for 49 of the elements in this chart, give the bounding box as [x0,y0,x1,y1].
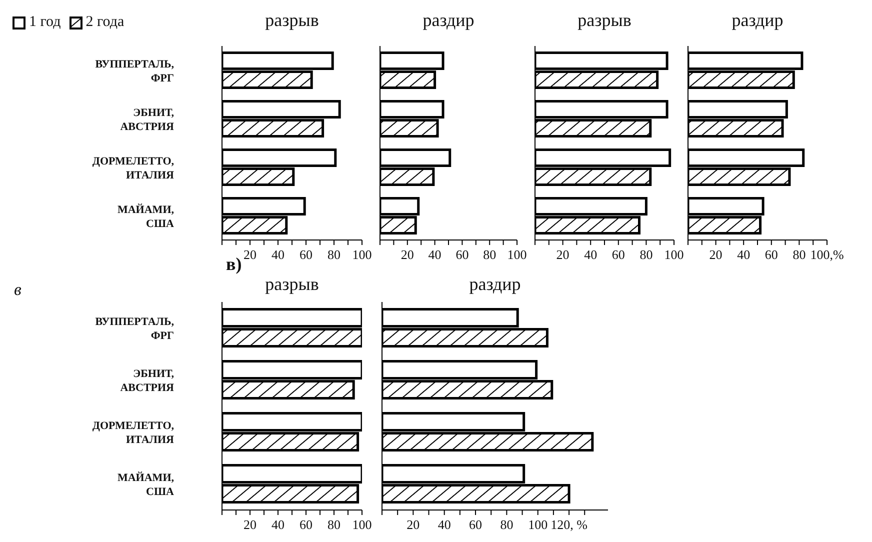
chart-title: разрыв [576,10,632,31]
x-tick-label: 100 [507,247,527,262]
x-tick-label: 40 [438,517,451,532]
chart-title: разрыв [264,10,320,31]
x-tick-label: 80 [640,247,653,262]
x-tick-label: 60 [764,247,778,262]
y-tick-label: МАЙАМИ, США [117,471,174,498]
x-tick-label: 20 [400,247,414,262]
legend-label: 1 год [29,14,61,31]
x-tick-label: 80 [792,247,806,262]
x-tick-label: 20 [556,247,570,262]
x-tick-label: 100 [352,517,372,532]
x-tick-label: 40 [272,517,284,532]
x-tick-label: 100 [664,247,684,262]
chart-title: раздир [730,10,784,31]
x-tick-label: 100 [352,247,372,262]
x-tick-label: 40 [584,247,598,262]
x-tick-label: 80 [500,517,514,532]
x-tick-label: 20 [406,517,420,532]
x-tick-label: 60 [300,517,312,532]
y-tick-label: ЭБНИТ, АВСТРИЯ [120,106,174,133]
x-tick-label: 40 [428,247,442,262]
legend-label: 2 года [86,14,124,31]
x-tick-label: 60 [456,247,469,262]
x-tick-label: 40 [737,247,750,262]
text: в) [226,254,242,275]
x-tick-label: 80 [483,247,496,262]
x-tick-label: 100,% [810,247,844,262]
y-tick-label: ЭБНИТ, АВСТРИЯ [120,368,174,394]
x-tick-label: 60 [300,247,312,262]
x-tick-label: 120, % [550,517,588,532]
y-tick-label: ДОРМЕЛЕТТО, ИТАЛИЯ [92,420,174,446]
chart-title: раздир [422,10,476,31]
x-tick-label: 20 [244,247,256,262]
y-tick-label: ДОРМЕЛЕТТО, ИТАЛИЯ [92,155,174,182]
x-tick-label: 20 [709,247,722,262]
text: в [14,280,22,300]
x-tick-label: 80 [328,247,340,262]
x-tick-label: 20 [244,517,256,532]
y-tick-label: ВУППЕРТАЛЬ, ФРГ [95,316,174,342]
x-tick-label: 40 [272,247,284,262]
y-tick-label: МАЙАМИ, США [117,202,174,230]
x-tick-label: 80 [328,517,340,532]
x-tick-label: 60 [469,517,482,532]
x-tick-label: 60 [612,247,625,262]
x-tick-label: 100 [528,517,548,532]
chart-title: разрыв [264,274,320,295]
y-tick-label: ВУППЕРТАЛЬ, ФРГ [95,58,174,84]
chart-title: раздир [468,274,522,295]
